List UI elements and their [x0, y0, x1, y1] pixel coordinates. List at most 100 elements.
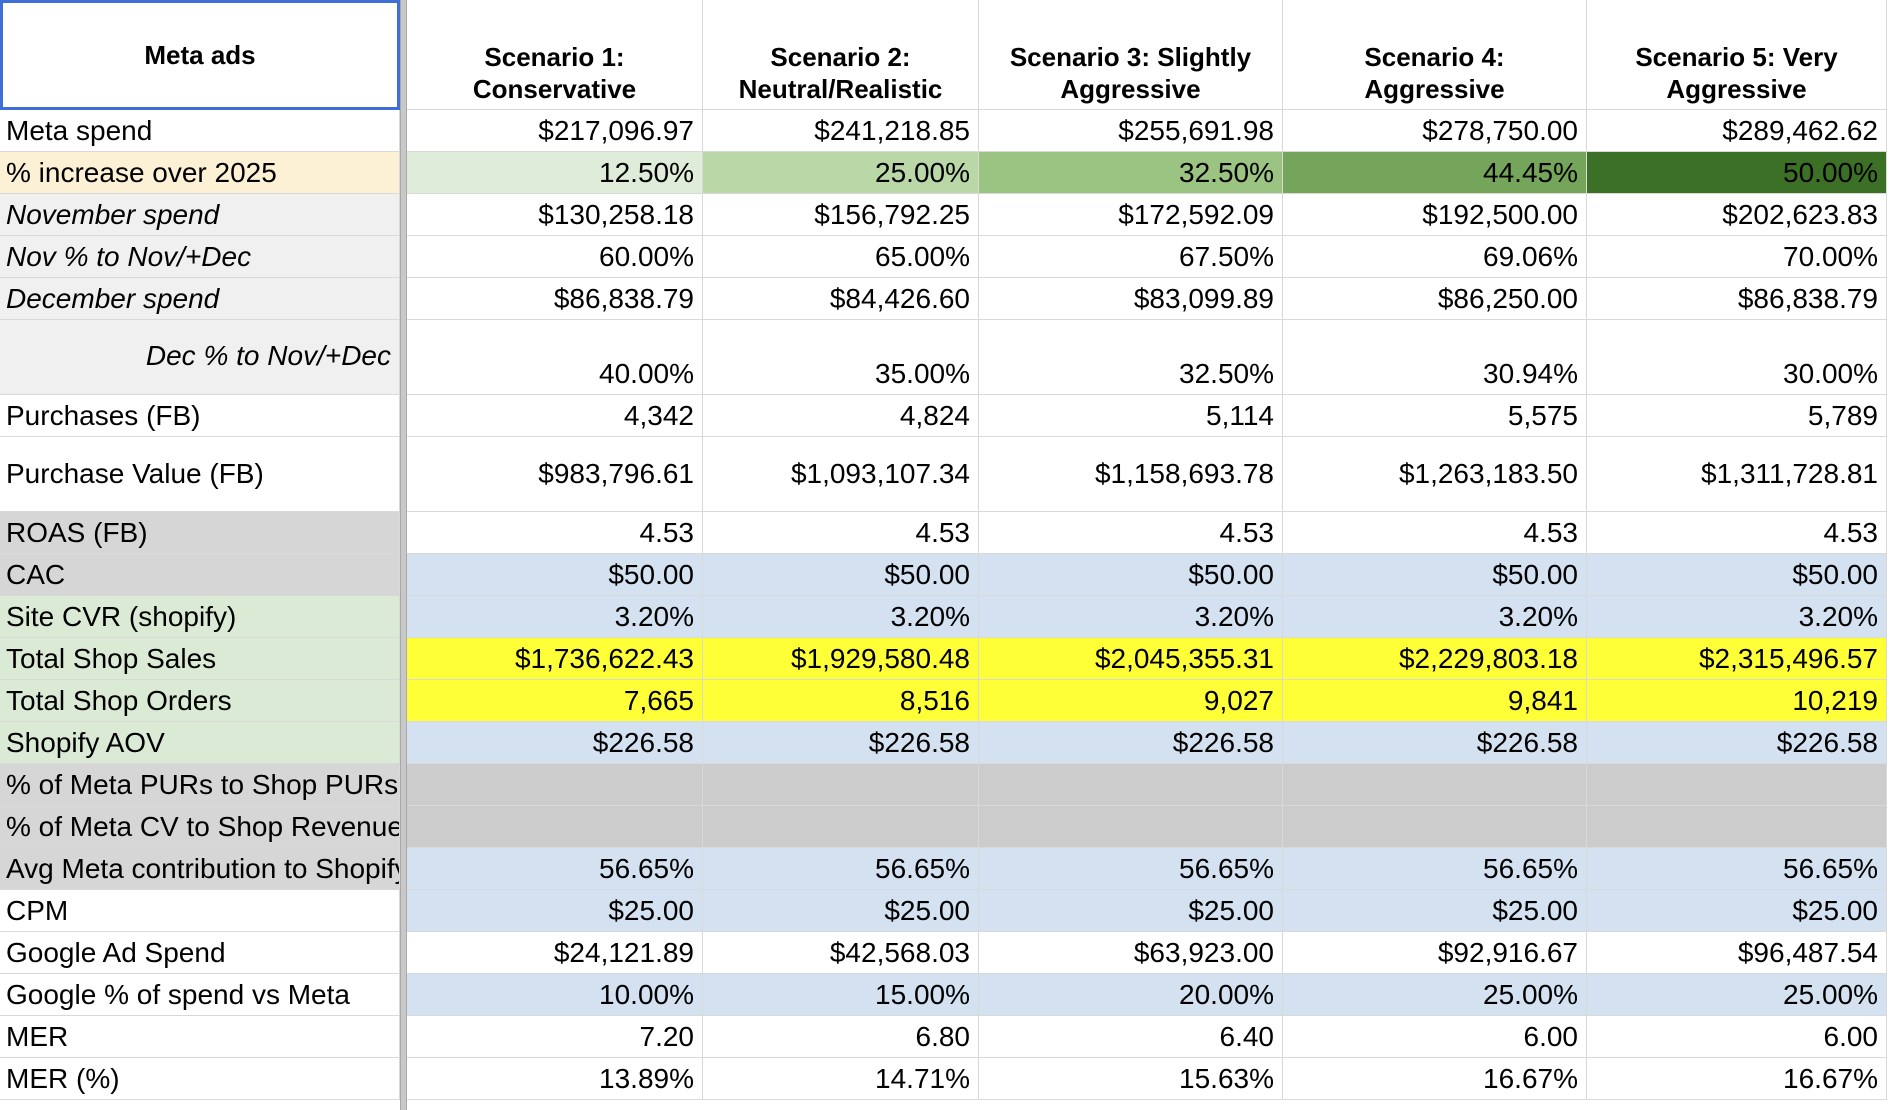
cell-shopify-aov-scenario-1[interactable]: $226.58 — [407, 722, 703, 764]
row-label-dec-to-nov-dec[interactable]: Dec % to Nov/+Dec — [0, 320, 400, 395]
row-label-mer[interactable]: MER — [0, 1016, 400, 1058]
cell-nov-to-nov-dec-scenario-5[interactable]: 70.00% — [1587, 236, 1887, 278]
cell-of-meta-purs-to-shop-purs-scenario-3[interactable] — [979, 764, 1283, 806]
cell-google-of-spend-vs-meta-scenario-5[interactable]: 25.00% — [1587, 974, 1887, 1016]
cell-mer-scenario-3[interactable]: 6.40 — [979, 1016, 1283, 1058]
cell-mer-scenario-5[interactable]: 16.67% — [1587, 1058, 1887, 1100]
cell-purchases-fb-scenario-4[interactable]: 5,575 — [1283, 395, 1587, 437]
cell-google-ad-spend-scenario-4[interactable]: $92,916.67 — [1283, 932, 1587, 974]
cell-dec-to-nov-dec-scenario-4[interactable]: 30.94% — [1283, 320, 1587, 395]
cell-of-meta-purs-to-shop-purs-scenario-1[interactable] — [407, 764, 703, 806]
cell-november-spend-scenario-4[interactable]: $192,500.00 — [1283, 194, 1587, 236]
row-label-cac[interactable]: CAC — [0, 554, 400, 596]
cell-mer-scenario-2[interactable]: 14.71% — [703, 1058, 979, 1100]
cell-cac-scenario-1[interactable]: $50.00 — [407, 554, 703, 596]
cell-total-shop-orders-scenario-5[interactable]: 10,219 — [1587, 680, 1887, 722]
cell-purchases-fb-scenario-2[interactable]: 4,824 — [703, 395, 979, 437]
cell-of-meta-cv-to-shop-revenue-scenario-4[interactable] — [1283, 806, 1587, 848]
cell-total-shop-orders-scenario-4[interactable]: 9,841 — [1283, 680, 1587, 722]
cell-google-ad-spend-scenario-5[interactable]: $96,487.54 — [1587, 932, 1887, 974]
cell-mer-scenario-5[interactable]: 6.00 — [1587, 1016, 1887, 1058]
cell-cpm-scenario-2[interactable]: $25.00 — [703, 890, 979, 932]
cell-avg-meta-contribution-to-shopify-scenario-5[interactable]: 56.65% — [1587, 848, 1887, 890]
cell-mer-scenario-2[interactable]: 6.80 — [703, 1016, 979, 1058]
cell-of-meta-purs-to-shop-purs-scenario-4[interactable] — [1283, 764, 1587, 806]
cell-cac-scenario-3[interactable]: $50.00 — [979, 554, 1283, 596]
cell-dec-to-nov-dec-scenario-5[interactable]: 30.00% — [1587, 320, 1887, 395]
cell-shopify-aov-scenario-4[interactable]: $226.58 — [1283, 722, 1587, 764]
cell-meta-spend-scenario-3[interactable]: $255,691.98 — [979, 110, 1283, 152]
cell-cac-scenario-5[interactable]: $50.00 — [1587, 554, 1887, 596]
cell-mer-scenario-3[interactable]: 15.63% — [979, 1058, 1283, 1100]
row-label-avg-meta-contribution-to-shopify[interactable]: Avg Meta contribution to Shopify — [0, 848, 400, 890]
row-label-roas-fb[interactable]: ROAS (FB) — [0, 512, 400, 554]
cell-shopify-aov-scenario-5[interactable]: $226.58 — [1587, 722, 1887, 764]
cell-google-of-spend-vs-meta-scenario-2[interactable]: 15.00% — [703, 974, 979, 1016]
row-label-purchase-value-fb[interactable]: Purchase Value (FB) — [0, 437, 400, 512]
row-label-mer[interactable]: MER (%) — [0, 1058, 400, 1100]
cell-increase-over-2025-scenario-1[interactable]: 12.50% — [407, 152, 703, 194]
cell-cpm-scenario-4[interactable]: $25.00 — [1283, 890, 1587, 932]
cell-of-meta-cv-to-shop-revenue-scenario-1[interactable] — [407, 806, 703, 848]
row-label-site-cvr-shopify[interactable]: Site CVR (shopify) — [0, 596, 400, 638]
cell-nov-to-nov-dec-scenario-2[interactable]: 65.00% — [703, 236, 979, 278]
cell-purchases-fb-scenario-1[interactable]: 4,342 — [407, 395, 703, 437]
column-header-scenario-4[interactable]: Scenario 4: Aggressive — [1283, 0, 1587, 110]
row-label-total-shop-orders[interactable]: Total Shop Orders — [0, 680, 400, 722]
row-label-of-meta-cv-to-shop-revenue[interactable]: % of Meta CV to Shop Revenue — [0, 806, 400, 848]
row-label-december-spend[interactable]: December spend — [0, 278, 400, 320]
cell-mer-scenario-4[interactable]: 16.67% — [1283, 1058, 1587, 1100]
column-header-scenario-1[interactable]: Scenario 1: Conservative — [407, 0, 703, 110]
cell-dec-to-nov-dec-scenario-2[interactable]: 35.00% — [703, 320, 979, 395]
cell-dec-to-nov-dec-scenario-1[interactable]: 40.00% — [407, 320, 703, 395]
cell-total-shop-orders-scenario-3[interactable]: 9,027 — [979, 680, 1283, 722]
cell-site-cvr-shopify-scenario-4[interactable]: 3.20% — [1283, 596, 1587, 638]
row-label-november-spend[interactable]: November spend — [0, 194, 400, 236]
row-label-increase-over-2025[interactable]: % increase over 2025 — [0, 152, 400, 194]
cell-of-meta-cv-to-shop-revenue-scenario-3[interactable] — [979, 806, 1283, 848]
cell-of-meta-purs-to-shop-purs-scenario-5[interactable] — [1587, 764, 1887, 806]
cell-purchase-value-fb-scenario-1[interactable]: $983,796.61 — [407, 437, 703, 512]
cell-december-spend-scenario-3[interactable]: $83,099.89 — [979, 278, 1283, 320]
cell-google-of-spend-vs-meta-scenario-4[interactable]: 25.00% — [1283, 974, 1587, 1016]
cell-cpm-scenario-3[interactable]: $25.00 — [979, 890, 1283, 932]
cell-roas-fb-scenario-3[interactable]: 4.53 — [979, 512, 1283, 554]
cell-mer-scenario-1[interactable]: 13.89% — [407, 1058, 703, 1100]
cell-cpm-scenario-5[interactable]: $25.00 — [1587, 890, 1887, 932]
cell-total-shop-orders-scenario-2[interactable]: 8,516 — [703, 680, 979, 722]
cell-avg-meta-contribution-to-shopify-scenario-3[interactable]: 56.65% — [979, 848, 1283, 890]
cell-purchase-value-fb-scenario-4[interactable]: $1,263,183.50 — [1283, 437, 1587, 512]
cell-nov-to-nov-dec-scenario-3[interactable]: 67.50% — [979, 236, 1283, 278]
cell-total-shop-sales-scenario-5[interactable]: $2,315,496.57 — [1587, 638, 1887, 680]
cell-november-spend-scenario-3[interactable]: $172,592.09 — [979, 194, 1283, 236]
cell-google-ad-spend-scenario-2[interactable]: $42,568.03 — [703, 932, 979, 974]
row-label-google-of-spend-vs-meta[interactable]: Google % of spend vs Meta — [0, 974, 400, 1016]
cell-purchase-value-fb-scenario-3[interactable]: $1,158,693.78 — [979, 437, 1283, 512]
cell-site-cvr-shopify-scenario-1[interactable]: 3.20% — [407, 596, 703, 638]
cell-shopify-aov-scenario-2[interactable]: $226.58 — [703, 722, 979, 764]
cell-mer-scenario-4[interactable]: 6.00 — [1283, 1016, 1587, 1058]
cell-increase-over-2025-scenario-5[interactable]: 50.00% — [1587, 152, 1887, 194]
cell-dec-to-nov-dec-scenario-3[interactable]: 32.50% — [979, 320, 1283, 395]
row-label-google-ad-spend[interactable]: Google Ad Spend — [0, 932, 400, 974]
cell-roas-fb-scenario-4[interactable]: 4.53 — [1283, 512, 1587, 554]
column-header-scenario-5[interactable]: Scenario 5: Very Aggressive — [1587, 0, 1887, 110]
cell-total-shop-orders-scenario-1[interactable]: 7,665 — [407, 680, 703, 722]
cell-meta-spend-scenario-5[interactable]: $289,462.62 — [1587, 110, 1887, 152]
cell-purchase-value-fb-scenario-2[interactable]: $1,093,107.34 — [703, 437, 979, 512]
cell-google-of-spend-vs-meta-scenario-1[interactable]: 10.00% — [407, 974, 703, 1016]
cell-roas-fb-scenario-5[interactable]: 4.53 — [1587, 512, 1887, 554]
cell-total-shop-sales-scenario-1[interactable]: $1,736,622.43 — [407, 638, 703, 680]
cell-november-spend-scenario-1[interactable]: $130,258.18 — [407, 194, 703, 236]
frozen-column-divider[interactable] — [400, 0, 407, 1110]
cell-nov-to-nov-dec-scenario-1[interactable]: 60.00% — [407, 236, 703, 278]
cell-of-meta-cv-to-shop-revenue-scenario-2[interactable] — [703, 806, 979, 848]
cell-december-spend-scenario-1[interactable]: $86,838.79 — [407, 278, 703, 320]
row-label-shopify-aov[interactable]: Shopify AOV — [0, 722, 400, 764]
cell-roas-fb-scenario-2[interactable]: 4.53 — [703, 512, 979, 554]
column-header-scenario-2[interactable]: Scenario 2: Neutral/Realistic — [703, 0, 979, 110]
cell-avg-meta-contribution-to-shopify-scenario-1[interactable]: 56.65% — [407, 848, 703, 890]
cell-total-shop-sales-scenario-2[interactable]: $1,929,580.48 — [703, 638, 979, 680]
row-label-nov-to-nov-dec[interactable]: Nov % to Nov/+Dec — [0, 236, 400, 278]
cell-avg-meta-contribution-to-shopify-scenario-4[interactable]: 56.65% — [1283, 848, 1587, 890]
